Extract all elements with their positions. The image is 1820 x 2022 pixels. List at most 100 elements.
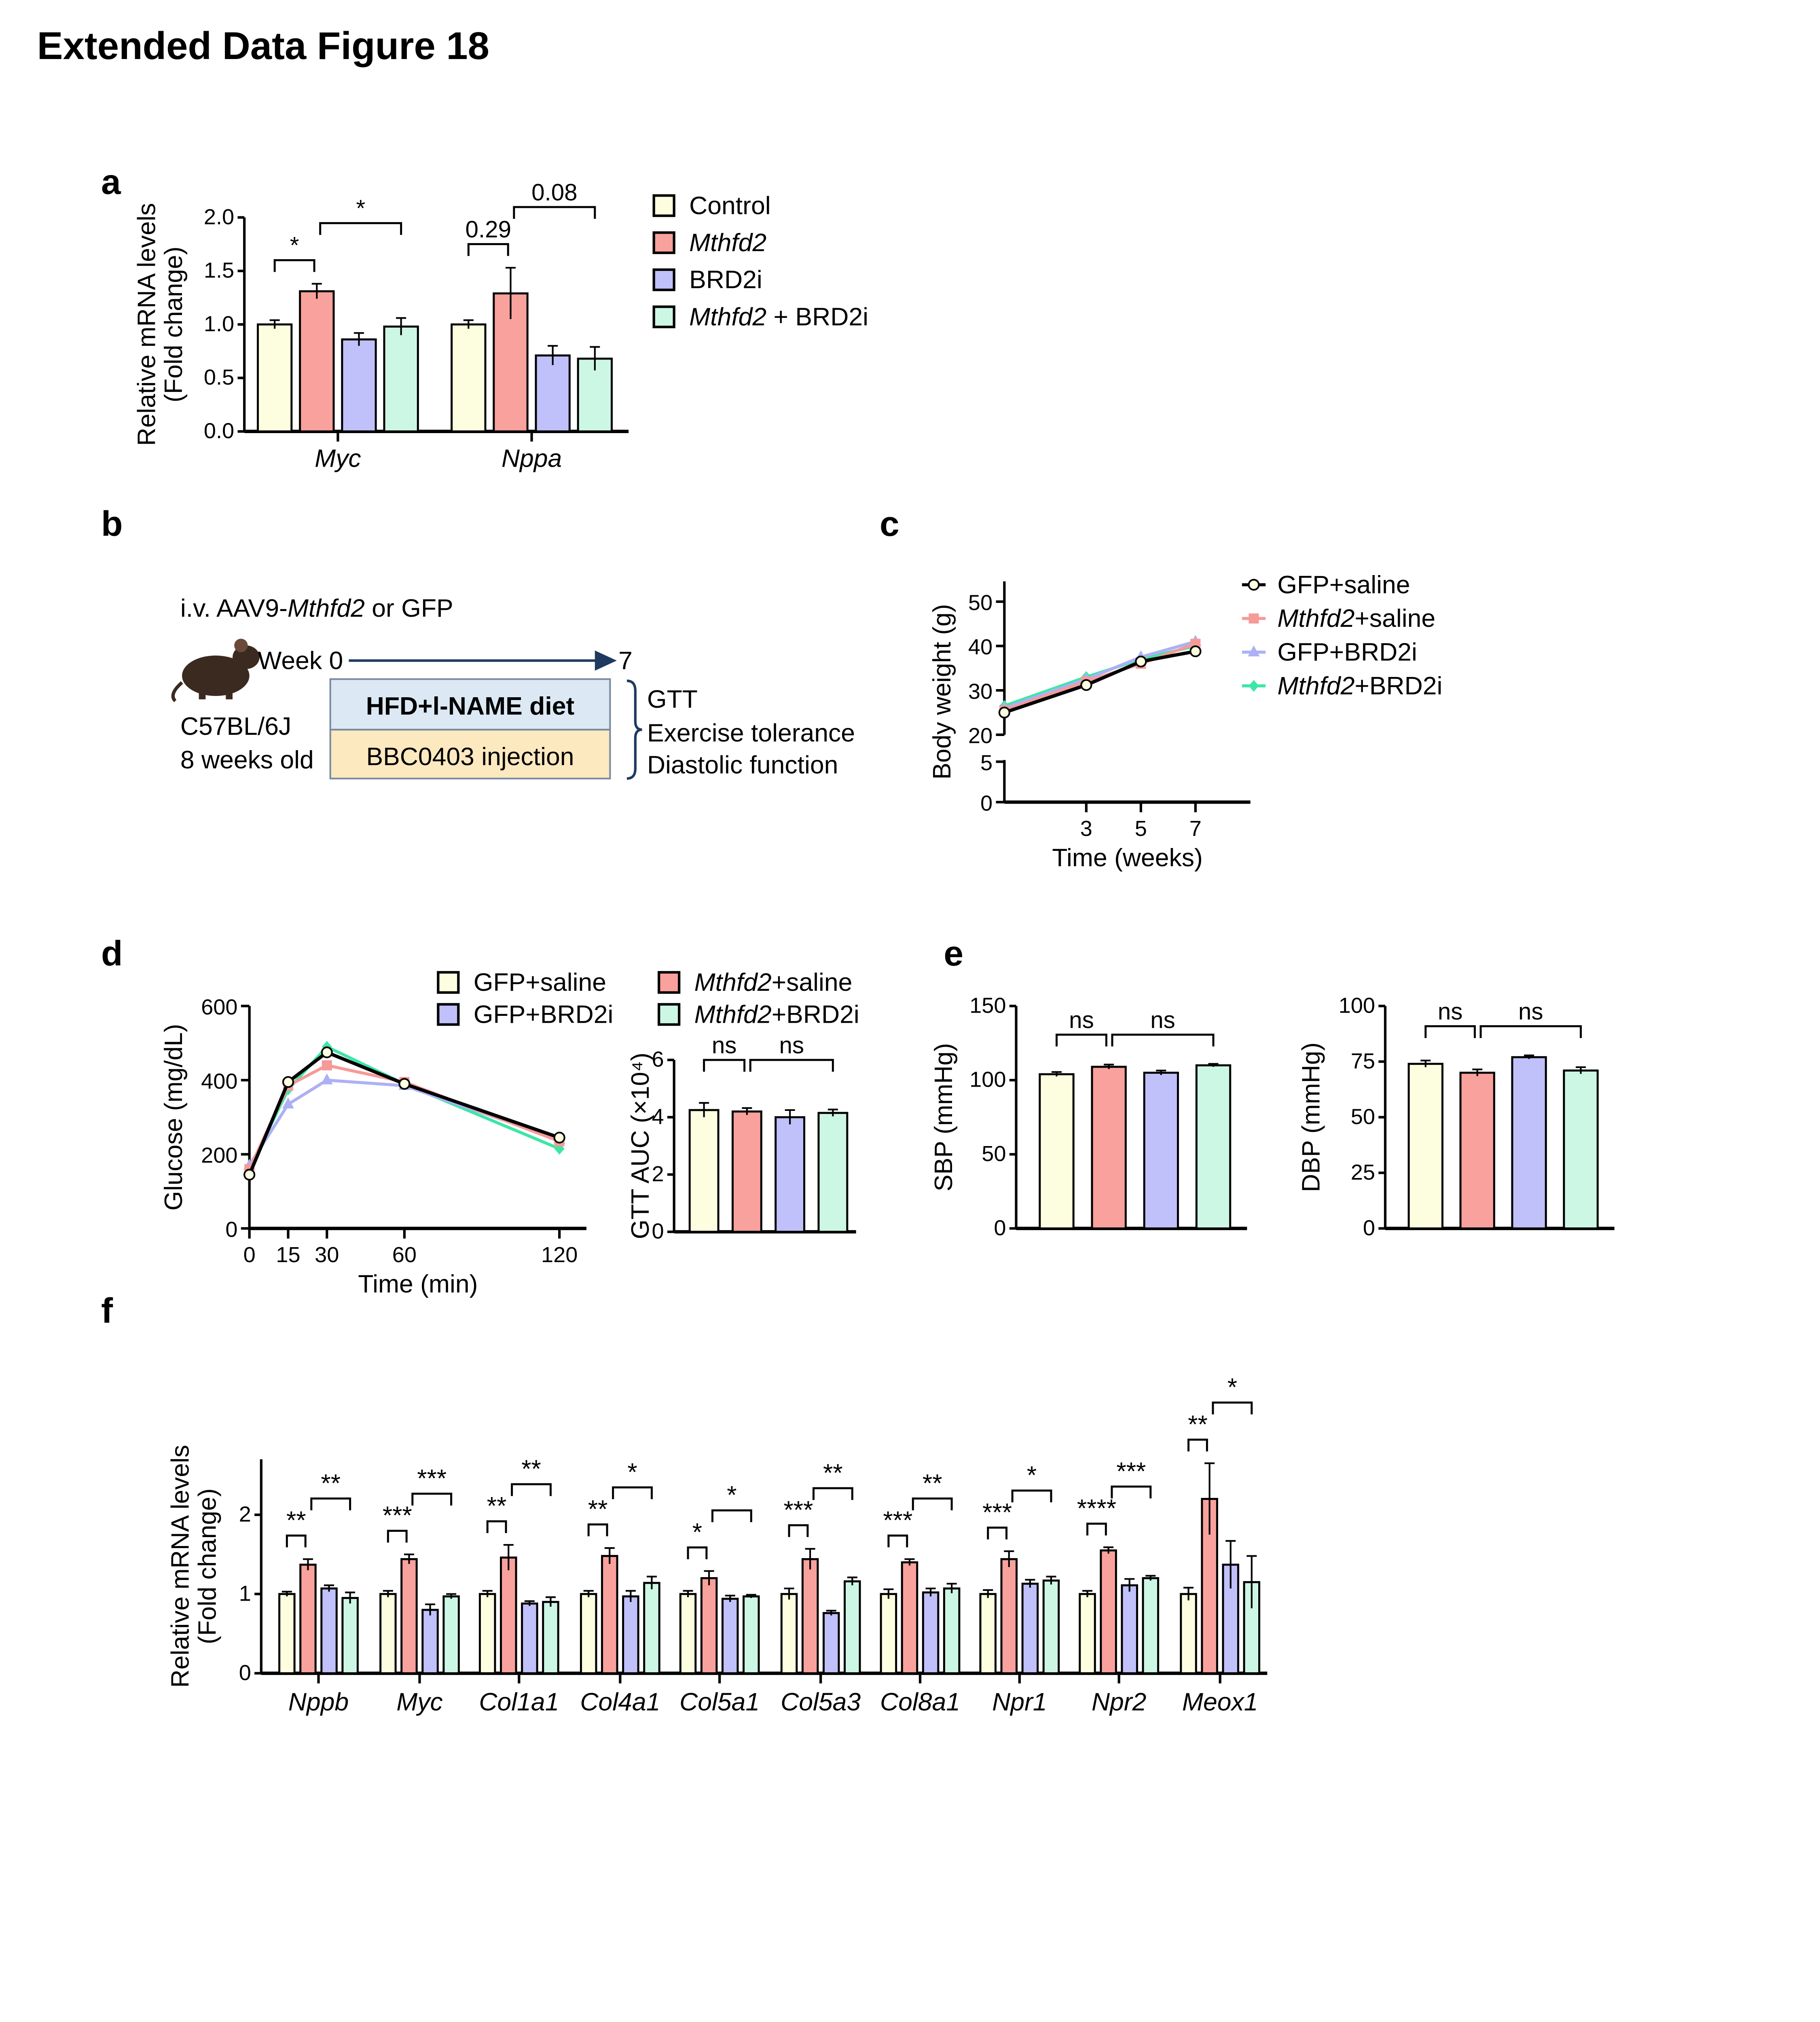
strain-label: C57BL/6J [180, 712, 291, 740]
significance-label: * [1227, 1373, 1237, 1402]
y-tick-label: 0 [980, 791, 993, 815]
bar-gfp-brd2i [320, 1587, 338, 1675]
legend-swatch [652, 194, 675, 217]
y-axis-title: SBP (mmHg) [929, 1043, 958, 1191]
significance-bracket [411, 1493, 453, 1506]
legend-item: GFP+saline [474, 968, 606, 996]
legend-item: Mthfd2+saline [1277, 604, 1435, 632]
bar-gfp-saline [1180, 1593, 1197, 1675]
significance-label: * [627, 1458, 637, 1486]
legend-text: BRD2i [689, 266, 762, 294]
x-axis-title: Time (weeks) [1052, 844, 1203, 872]
diet-box-label: HFD+l-NAME diet [366, 692, 575, 720]
significance-bracket [1056, 1034, 1107, 1047]
significance-label: *** [1116, 1457, 1146, 1485]
legend-gene: Mthfd2 [689, 228, 766, 257]
significance-label: ns [712, 1032, 737, 1058]
y-tick-label: 30 [968, 679, 993, 704]
bar-gfp-brd2i [922, 1591, 940, 1675]
category-label: Col1a1 [479, 1688, 559, 1716]
y-tick-label: 1 [239, 1581, 251, 1605]
legend-item: BRD2i [689, 266, 762, 294]
legend-text: +BRD2i [772, 1000, 859, 1028]
y-tick-label: 25 [1351, 1160, 1375, 1184]
legend-gene: Mthfd2 [689, 302, 766, 331]
y-tick-label: 0 [652, 1219, 664, 1244]
bar-mthfd2-brd2i [542, 1601, 559, 1675]
injection-box-label: BBC0403 injection [366, 742, 574, 771]
bar-gfp-saline [780, 1593, 798, 1675]
significance-bracket [486, 1520, 507, 1533]
significance-bracket [687, 1546, 708, 1559]
bar-mthfd2-brd2i [442, 1595, 460, 1675]
significance-label: ns [1438, 998, 1463, 1025]
bar-mthfd2-saline [601, 1555, 618, 1675]
age-label: 8 weeks old [180, 746, 314, 774]
category-label: Col4a1 [580, 1688, 660, 1716]
mouse-icon [171, 639, 260, 702]
significance-label: * [727, 1481, 736, 1509]
y-tick-label: 100 [1339, 993, 1375, 1017]
bar-control [257, 323, 293, 433]
significance-bracket [812, 1487, 853, 1500]
marker-square [322, 1060, 332, 1070]
bar-gfp-brd2i [775, 1116, 806, 1233]
marker-circle [1080, 679, 1092, 691]
bar-mthfd2-saline [1459, 1072, 1495, 1230]
legend-text: GFP+saline [1277, 571, 1410, 599]
y-tick-label: 100 [969, 1068, 1006, 1092]
y-tick-label: 0 [994, 1216, 1006, 1240]
bar-mthfd2-brd2i [844, 1580, 861, 1675]
x-tick-label: 120 [541, 1243, 578, 1267]
bar-gfp-brd2i [1121, 1584, 1138, 1675]
legend-swatch [652, 305, 675, 328]
significance-bracket [1111, 1485, 1152, 1499]
significance-label: 0.08 [531, 179, 578, 205]
bar-mthfd2-brd2i [1195, 1064, 1232, 1230]
category-label: Col8a1 [880, 1688, 960, 1716]
brace [626, 679, 642, 780]
legend-text: GFP+saline [474, 968, 606, 996]
significance-bracket [387, 1529, 408, 1543]
legend-item: Mthfd2 + BRD2i [689, 302, 868, 331]
bar-mthfd2-saline [1000, 1558, 1018, 1675]
category-label: Nppa [502, 444, 562, 472]
x-tick-label: 5 [1135, 816, 1147, 841]
y-tick-label: 1.0 [204, 312, 234, 336]
y-tick-label: 75 [1351, 1049, 1375, 1073]
marker-triangle [1248, 645, 1260, 657]
readout-exercise: Exercise tolerance [647, 719, 855, 747]
bar-gfp-saline [688, 1109, 720, 1233]
y-axis-title: (Fold change) [159, 246, 188, 402]
y-tick-label: 50 [1351, 1104, 1375, 1129]
y-tick-label: 2 [652, 1162, 664, 1186]
panel-label-d: d [101, 934, 123, 973]
legend-text: GFP+BRD2i [474, 1000, 614, 1028]
marker-circle [1189, 645, 1202, 658]
y-tick-label: 4 [652, 1104, 664, 1129]
category-label: Npr2 [1092, 1688, 1146, 1716]
panel-label-e: e [944, 934, 963, 973]
significance-label: ** [521, 1455, 541, 1483]
x-tick-label: 60 [392, 1243, 417, 1267]
bar-mthfd2-saline [801, 1558, 819, 1675]
bar-gfp-brd2i [1021, 1582, 1039, 1675]
y-tick-label: 50 [982, 1142, 1006, 1166]
category-label: Nppb [288, 1688, 349, 1716]
y-axis-title: Body weight (g) [928, 604, 956, 780]
y-tick-label: 20 [968, 724, 993, 748]
bar-mthfd2-saline [1091, 1066, 1127, 1230]
significance-label: ** [487, 1492, 507, 1520]
marker-circle [243, 1169, 256, 1181]
significance-label: ** [321, 1469, 341, 1497]
figure-canvas: Extended Data Figure 18 a b c d e f i.v.… [37, 24, 1615, 1716]
significance-bracket [612, 1486, 653, 1500]
figure-title: Extended Data Figure 18 [37, 24, 489, 68]
significance-bracket [749, 1059, 834, 1072]
legend-item: GFP+BRD2i [474, 1000, 614, 1028]
y-tick-label: 6 [652, 1047, 664, 1072]
legend-item: Control [689, 191, 770, 220]
diet-box [329, 678, 611, 731]
bar-mthfd2-saline [901, 1561, 918, 1675]
